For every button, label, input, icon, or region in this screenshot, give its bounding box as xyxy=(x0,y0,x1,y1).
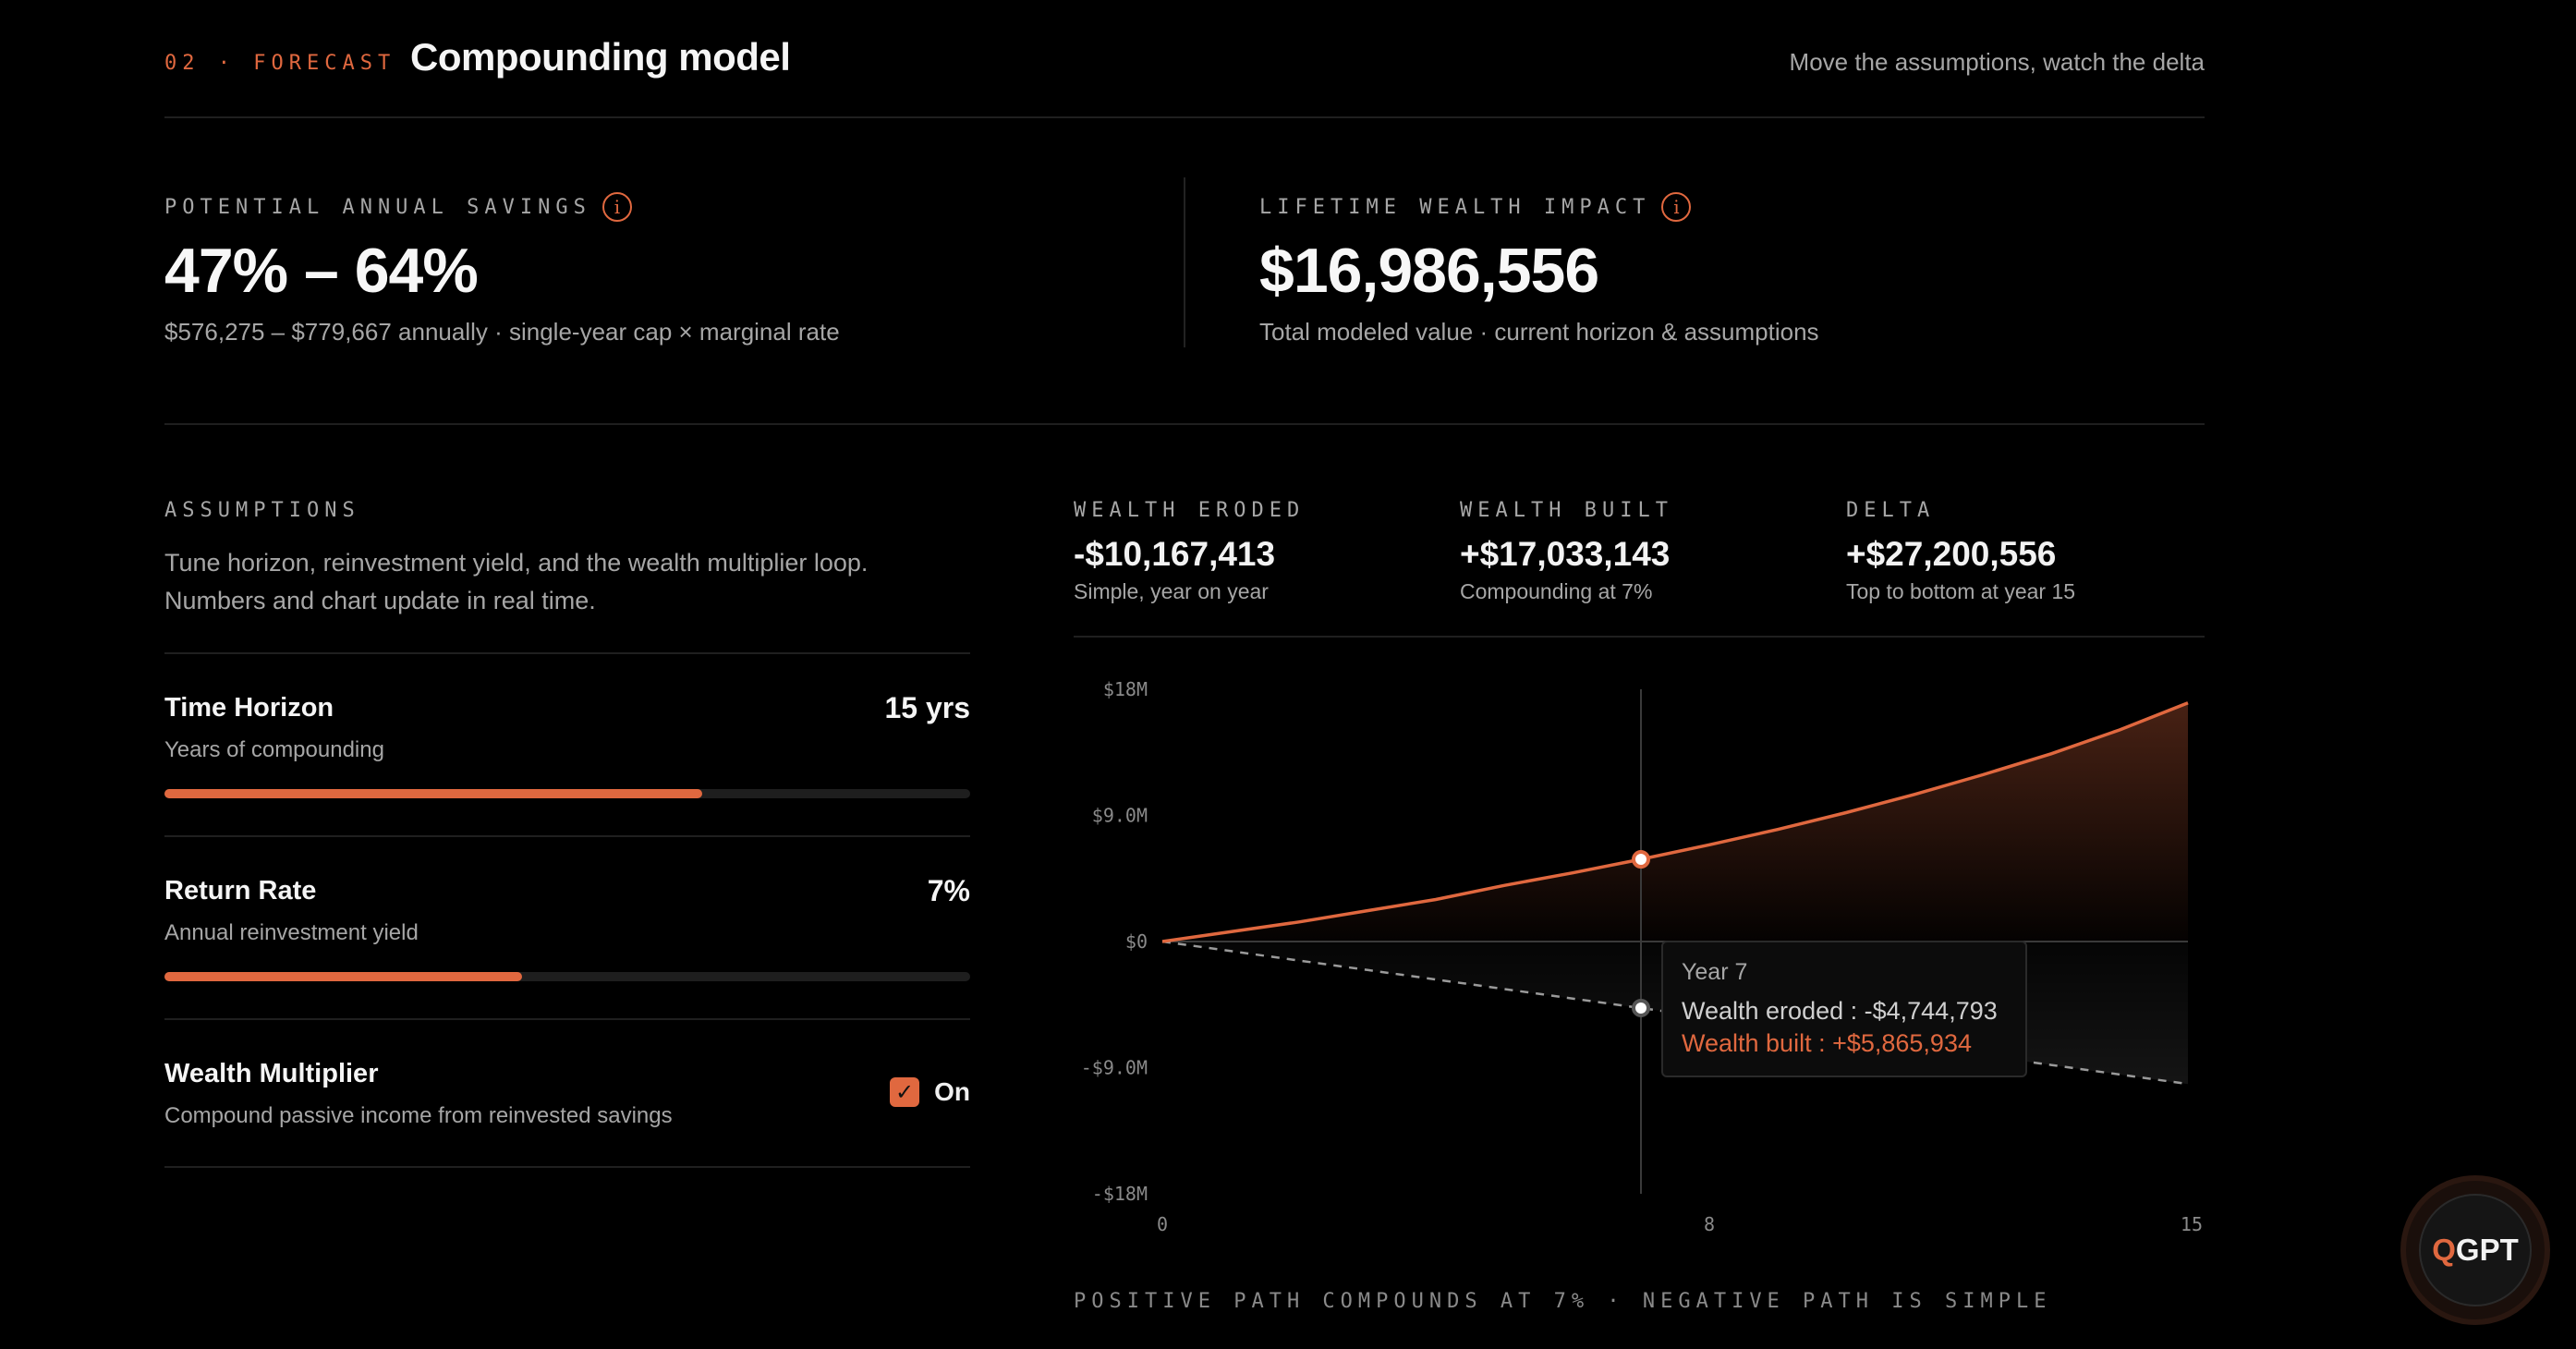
y-tick-label: $18M xyxy=(1103,678,1148,700)
section-eyebrow: 02 · FORECAST xyxy=(164,52,396,75)
wealth-multiplier-state[interactable]: On xyxy=(934,1077,970,1106)
return-rate-title: Return Rate xyxy=(164,876,317,905)
savings-sub: $576,275 – $779,667 annually · single-ye… xyxy=(164,318,840,346)
y-tick-label: -$18M xyxy=(1092,1183,1148,1205)
y-tick-label: $0 xyxy=(1125,930,1148,953)
tooltip-eroded: Wealth eroded : -$4,744,793 xyxy=(1682,997,1998,1025)
qgpt-logo[interactable]: Q GPT xyxy=(2419,1194,2532,1306)
return-rate-control: Return Rate 7% Annual reinvestment yield xyxy=(164,835,970,1018)
stat-delta-label: DELTA xyxy=(1846,499,1936,522)
stat-delta-value: +$27,200,556 xyxy=(1846,535,2057,573)
stat-eroded-value: -$10,167,413 xyxy=(1074,535,1276,573)
assumptions-panel: ASSUMPTIONS Tune horizon, reinvestment y… xyxy=(164,499,970,1168)
tooltip-title: Year 7 xyxy=(1682,959,1748,985)
time-horizon-sub: Years of compounding xyxy=(164,737,384,762)
lifetime-label-text: LIFETIME WEALTH IMPACT xyxy=(1259,195,1651,219)
wealth-chart[interactable]: $18M $9.0M $0 -$9.0M -$18M 0 8 15 Year 7 Wealth… xyxy=(1074,665,2205,1257)
time-horizon-title: Time Horizon xyxy=(164,693,334,723)
wealth-multiplier-checkbox[interactable]: ✓ xyxy=(890,1077,920,1107)
wealth-multiplier-control: Wealth Multiplier Compound passive incom… xyxy=(164,1018,970,1168)
stat-built-label: WEALTH BUILT xyxy=(1460,499,1673,522)
info-icon[interactable]: i xyxy=(601,192,632,222)
tooltip-built: Wealth built : +$5,865,934 xyxy=(1682,1029,1972,1057)
time-horizon-value: 15 yrs xyxy=(884,691,970,724)
stat-built: WEALTH BUILT +$17,033,143 Compounding at… xyxy=(1460,499,1673,604)
stat-eroded: WEALTH ERODED -$10,167,413 Simple, year … xyxy=(1074,499,1305,604)
stat-eroded-label: WEALTH ERODED xyxy=(1074,499,1306,522)
page-title: Compounding model xyxy=(410,35,791,79)
wealth-multiplier-toggle[interactable]: ✓ On xyxy=(890,1077,970,1107)
qgpt-logo-rest: GPT xyxy=(2455,1233,2519,1267)
lifetime-label: LIFETIME WEALTH IMPACT i xyxy=(1259,192,1692,222)
savings-label-text: POTENTIAL ANNUAL SAVINGS xyxy=(164,195,591,219)
stat-built-sub: Compounding at 7% xyxy=(1460,579,1653,603)
lifetime-value: $16,986,556 xyxy=(1259,236,1599,306)
return-rate-sub: Annual reinvestment yield xyxy=(164,920,419,945)
kpi-row: POTENTIAL ANNUAL SAVINGS i 47% – 64% $57… xyxy=(164,118,2205,425)
x-tick-label: 0 xyxy=(1157,1213,1168,1235)
page-header: 02 · FORECAST Compounding model Move the… xyxy=(164,0,2205,118)
stat-eroded-sub: Simple, year on year xyxy=(1074,579,1269,603)
x-tick-label: 15 xyxy=(2181,1213,2203,1235)
kpi-divider xyxy=(1184,177,1185,347)
time-horizon-control: Time Horizon 15 yrs Years of compounding xyxy=(164,652,970,835)
time-horizon-slider[interactable] xyxy=(164,789,970,798)
chart-note: POSITIVE PATH COMPOUNDS AT 7% · NEGATIVE… xyxy=(1074,1290,2052,1313)
lifetime-sub: Total modeled value · current horizon & … xyxy=(1259,318,1819,346)
stat-delta: DELTA +$27,200,556 Top to bottom at year… xyxy=(1846,499,2075,604)
info-icon[interactable]: i xyxy=(1661,192,1692,222)
wealth-multiplier-title: Wealth Multiplier xyxy=(164,1059,379,1088)
savings-label: POTENTIAL ANNUAL SAVINGS i xyxy=(164,192,632,222)
qgpt-logo-q: Q xyxy=(2432,1233,2456,1267)
chart-tooltip: Year 7 Wealth eroded : -$4,744,793 Wealt… xyxy=(1661,941,2027,1077)
wealth-multiplier-sub: Compound passive income from reinvested … xyxy=(164,1103,673,1128)
stat-built-value: +$17,033,143 xyxy=(1460,535,1671,573)
qgpt-chat-button[interactable]: Q GPT xyxy=(2406,1181,2545,1319)
built-area xyxy=(1162,702,2188,942)
built-hover-point xyxy=(1632,850,1650,869)
return-rate-slider-fill[interactable] xyxy=(164,972,523,981)
time-horizon-slider-fill[interactable] xyxy=(164,789,702,798)
y-tick-label: -$9.0M xyxy=(1081,1057,1148,1079)
assumptions-description: Tune horizon, reinvestment yield, and th… xyxy=(164,549,869,614)
savings-value: 47% – 64% xyxy=(164,236,479,306)
assumptions-label: ASSUMPTIONS xyxy=(164,499,360,522)
stats-row: WEALTH ERODED -$10,167,413 Simple, year … xyxy=(1074,499,2205,638)
return-rate-slider[interactable] xyxy=(164,972,970,981)
built-series-line xyxy=(1161,701,2189,943)
y-tick-label: $9.0M xyxy=(1092,805,1148,827)
x-tick-label: 8 xyxy=(1704,1213,1715,1235)
stat-delta-sub: Top to bottom at year 15 xyxy=(1846,579,2076,603)
wealth-chart-svg[interactable]: $18M $9.0M $0 -$9.0M -$18M 0 8 15 xyxy=(1074,665,2205,1257)
return-rate-value: 7% xyxy=(927,874,970,907)
header-note: Move the assumptions, watch the delta xyxy=(1789,48,2205,76)
eroded-hover-point xyxy=(1632,998,1650,1017)
